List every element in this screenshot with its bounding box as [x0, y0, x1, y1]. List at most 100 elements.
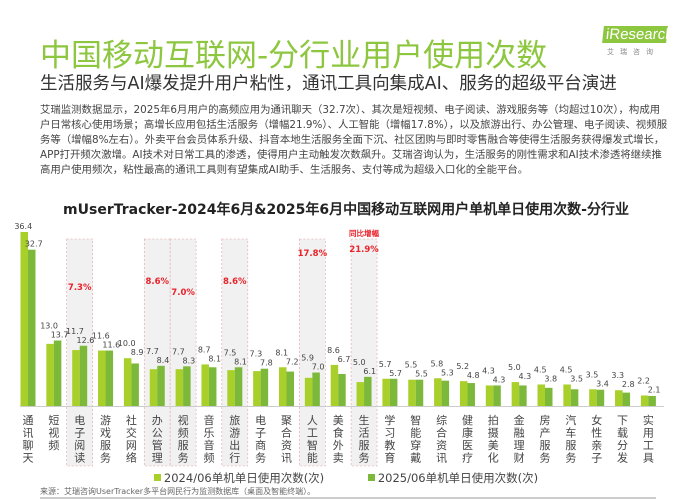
category-label-char: 服 — [540, 439, 551, 452]
category-label-char: 合 — [436, 426, 447, 440]
category-label-char: 视 — [178, 413, 189, 427]
category-label-char: 频 — [48, 438, 59, 452]
category-label-char: 务 — [178, 452, 189, 465]
bar-2025 — [208, 367, 217, 406]
value-label-2024: 3.5 — [586, 370, 599, 379]
bar-2024 — [149, 369, 158, 406]
bar-2025 — [648, 395, 656, 406]
category-label-char: 商 — [255, 438, 266, 452]
value-label-2025: 6.1 — [363, 367, 376, 376]
value-label-2025: 8.1 — [208, 354, 221, 363]
category-label-char: 戴 — [410, 451, 421, 465]
value-label-2024: 5.0 — [353, 358, 366, 367]
bar-2024 — [330, 364, 339, 406]
category-label-char: 教 — [384, 439, 395, 452]
value-label-2024: 5.2 — [456, 362, 469, 371]
category-label-char: 化 — [488, 451, 499, 465]
category-label-char: 拍 — [488, 413, 499, 427]
value-label-2024: 5.0 — [508, 363, 521, 372]
category-label-char: 能 — [307, 451, 318, 465]
category-label-char: 疗 — [462, 451, 473, 465]
value-label-2025: 6.7 — [338, 355, 351, 364]
category-label-char: 习 — [384, 427, 395, 440]
category-label-char: 服 — [359, 439, 370, 452]
category-label-char: 网 — [126, 439, 137, 452]
category-label-char: 服 — [100, 439, 111, 452]
category-label-char: 能 — [410, 426, 421, 440]
highlight-box — [350, 238, 378, 467]
category-label-char: 短 — [48, 413, 59, 427]
page-subtitle: 生活服务与AI爆发提升用户粘性，通讯工具向集成AI、服务的超级平台演进 — [40, 74, 617, 94]
source-note: 来源：艾瑞咨询UserTracker多平台网民行为监测数据库（桌面及智能终端）。 — [40, 487, 316, 496]
value-label-2025: 5.7 — [389, 369, 402, 378]
iresearch-logo: iResearch 艾瑞咨询 — [597, 26, 679, 57]
value-label-2024: 36.4 — [14, 222, 32, 231]
category-label-char: 房 — [540, 414, 551, 427]
chart-legend: 2024/06单机单日使用次数(次) 2025/06单机单日使用次数(次) — [0, 470, 692, 486]
bar-2024 — [537, 384, 545, 406]
bar-2024 — [563, 384, 571, 406]
category-label-char: 络 — [126, 451, 137, 465]
category-label-char: 综 — [436, 413, 447, 427]
bar-2025 — [596, 389, 605, 406]
bar-2025 — [622, 392, 631, 406]
value-label-2024: 4.3 — [482, 366, 495, 375]
bar-2025 — [493, 385, 501, 406]
legend-item-2025: 2025/06单机单日使用次数(次) — [367, 471, 538, 485]
category-label-char: 出 — [229, 438, 240, 452]
category-label-char: 务 — [565, 452, 576, 465]
category-label-char: 频 — [203, 451, 214, 465]
bar-2024 — [640, 395, 649, 406]
value-label-2025: 3.4 — [596, 379, 609, 388]
category-label-char: 穿 — [410, 438, 421, 452]
bar-2024 — [434, 378, 442, 406]
category-label-char: 财 — [514, 451, 525, 465]
bar-2025 — [415, 379, 424, 406]
category-label-char: 电 — [74, 414, 85, 427]
category-label-char: 实 — [643, 413, 654, 427]
category-label-char: 管 — [152, 438, 163, 452]
category-label-char: 生 — [359, 413, 370, 427]
category-label-char: 智 — [410, 413, 421, 427]
category-label-char: 车 — [565, 426, 576, 440]
bar-2025 — [338, 373, 346, 406]
category-label-char: 务 — [100, 452, 111, 465]
value-label-2024: 5.7 — [379, 360, 392, 369]
category-label-char: 子 — [255, 427, 266, 440]
value-label-2025: 32.7 — [25, 240, 43, 249]
bar-chart: 7.3%8.6%7.0%8.6%17.8% 21.9%同比增幅36.432.7通讯… — [14, 222, 664, 467]
value-label-2024: 4.5 — [534, 365, 547, 374]
category-label-char: 外 — [333, 439, 344, 452]
category-label-char: 融 — [514, 427, 525, 440]
category-label-char: 务 — [359, 452, 370, 465]
category-label-char: 资 — [436, 439, 447, 452]
value-label-2024: 5.8 — [430, 359, 443, 368]
bar-2024 — [382, 378, 390, 406]
category-label-char: 发 — [617, 451, 628, 465]
category-label-char: 天 — [23, 452, 34, 465]
category-label-char: 子 — [74, 427, 85, 440]
category-label-char: 理 — [514, 439, 525, 452]
category-label-char: 学 — [384, 413, 395, 427]
category-label-char: 金 — [514, 413, 525, 427]
category-label-char: 公 — [152, 427, 163, 440]
category-label-char: 游 — [229, 427, 240, 440]
bar-2024 — [20, 232, 28, 406]
category-label-char: 健 — [462, 414, 473, 427]
category-label-char: 卖 — [333, 452, 344, 465]
category-label-char: 频 — [178, 426, 189, 440]
category-label-char: 讯 — [436, 452, 447, 465]
category-label-char: 阅 — [74, 439, 85, 452]
category-label-char: 服 — [178, 439, 189, 452]
category-label-char: 载 — [617, 427, 628, 440]
highlight-box — [299, 238, 326, 467]
value-label-2025: 2.8 — [622, 380, 635, 389]
category-label-char: 具 — [643, 452, 654, 465]
value-label-2024: 11.6 — [92, 332, 110, 341]
bar-2025 — [389, 378, 398, 406]
category-label-char: 美 — [488, 439, 499, 452]
logo-sub: 艾瑞咨询 — [607, 48, 659, 56]
bar-2025 — [286, 371, 294, 406]
category-label-char: 育 — [384, 451, 395, 465]
value-label-2024: 7.7 — [146, 347, 159, 356]
